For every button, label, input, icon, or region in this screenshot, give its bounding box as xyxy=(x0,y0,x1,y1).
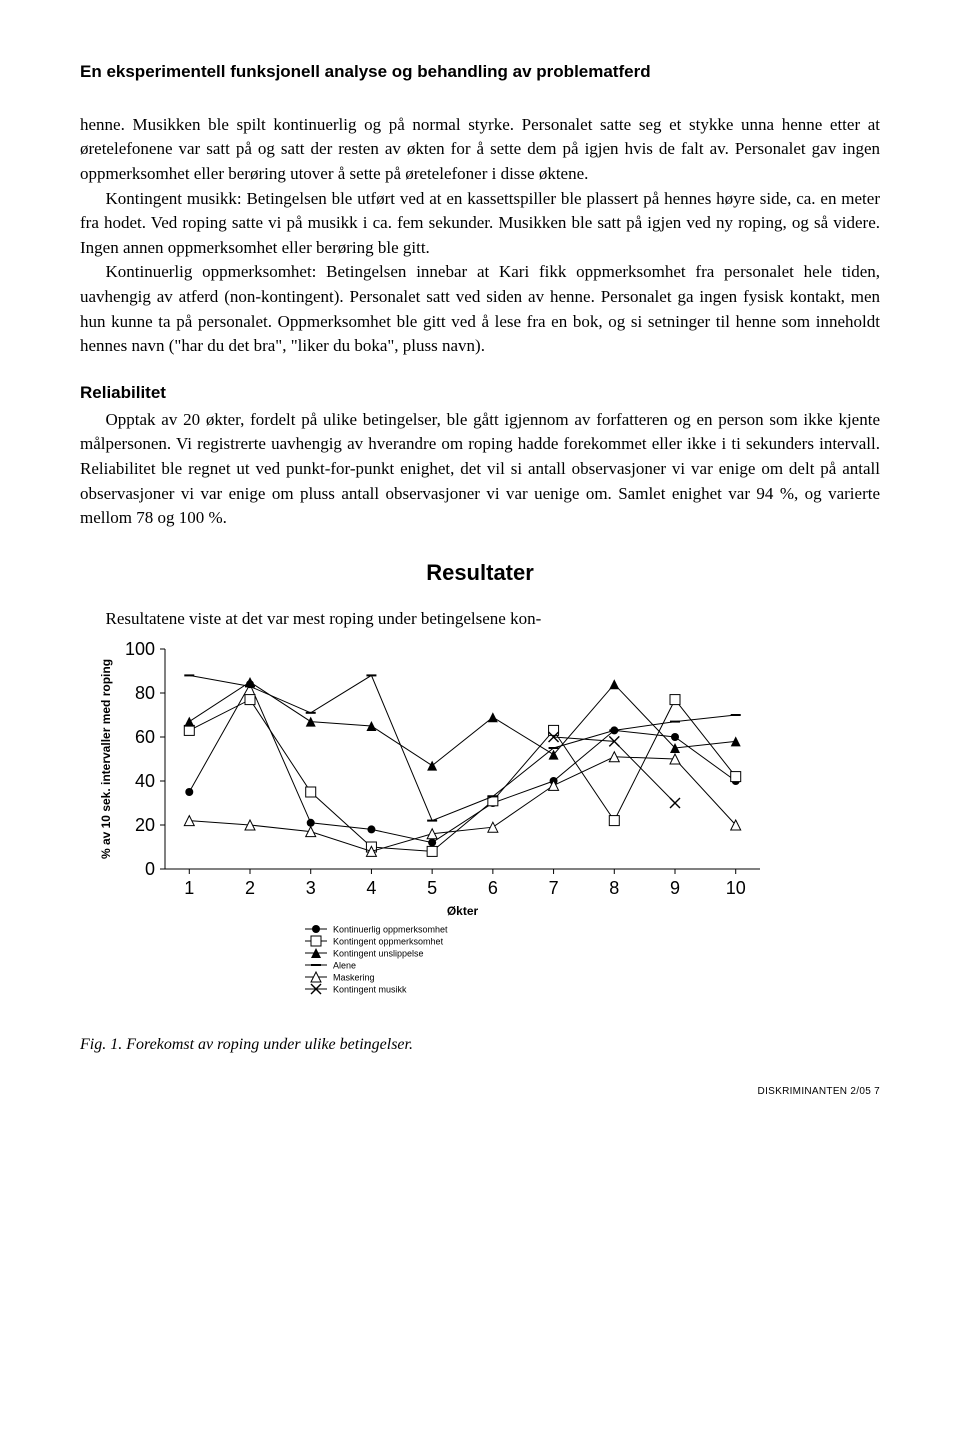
svg-text:0: 0 xyxy=(145,859,155,879)
svg-text:2: 2 xyxy=(245,878,255,898)
svg-text:20: 20 xyxy=(135,815,155,835)
svg-text:3: 3 xyxy=(306,878,316,898)
svg-text:6: 6 xyxy=(488,878,498,898)
svg-text:4: 4 xyxy=(366,878,376,898)
svg-text:Maskering: Maskering xyxy=(333,973,375,983)
figure-caption: Fig. 1. Forekomst av roping under ulike … xyxy=(80,1033,880,1056)
svg-text:% av 10 sek. intervaller med r: % av 10 sek. intervaller med roping xyxy=(99,659,113,859)
svg-text:Kontingent unslippelse: Kontingent unslippelse xyxy=(333,949,424,959)
svg-text:5: 5 xyxy=(427,878,437,898)
paragraph: henne. Musikken ble spilt kontinuerlig o… xyxy=(80,113,880,187)
svg-text:40: 40 xyxy=(135,771,155,791)
section-heading-results: Resultater xyxy=(80,557,880,589)
paragraph: Opptak av 20 økter, fordelt på ulike bet… xyxy=(80,408,880,531)
page-title: En eksperimentell funksjonell analyse og… xyxy=(80,60,880,85)
svg-text:8: 8 xyxy=(609,878,619,898)
svg-text:7: 7 xyxy=(549,878,559,898)
svg-text:Økter: Økter xyxy=(447,904,479,918)
section-heading-reliability: Reliabilitet xyxy=(80,381,880,406)
page-footer: DISKRIMINANTEN 2/05 7 xyxy=(80,1085,880,1100)
svg-text:9: 9 xyxy=(670,878,680,898)
paragraph: Kontinuerlig oppmerksomhet: Betingelsen … xyxy=(80,260,880,359)
svg-text:Kontingent musikk: Kontingent musikk xyxy=(333,985,407,995)
figure-1-chart: 0 20 40 60 80 100 1 2 3 4 5 6 7 8 9 10 % av 10 sek. inte… xyxy=(80,639,880,1019)
svg-text:1: 1 xyxy=(184,878,194,898)
svg-text:60: 60 xyxy=(135,727,155,747)
svg-text:Alene: Alene xyxy=(333,961,356,971)
paragraph: Resultatene viste at det var mest roping… xyxy=(80,607,880,632)
svg-text:80: 80 xyxy=(135,683,155,703)
svg-text:10: 10 xyxy=(726,878,746,898)
svg-text:Kontingent oppmerksomhet: Kontingent oppmerksomhet xyxy=(333,937,444,947)
svg-text:Kontinuerlig oppmerksomhet: Kontinuerlig oppmerksomhet xyxy=(333,925,448,935)
paragraph: Kontingent musikk: Betingelsen ble utfør… xyxy=(80,187,880,261)
svg-text:100: 100 xyxy=(125,639,155,659)
